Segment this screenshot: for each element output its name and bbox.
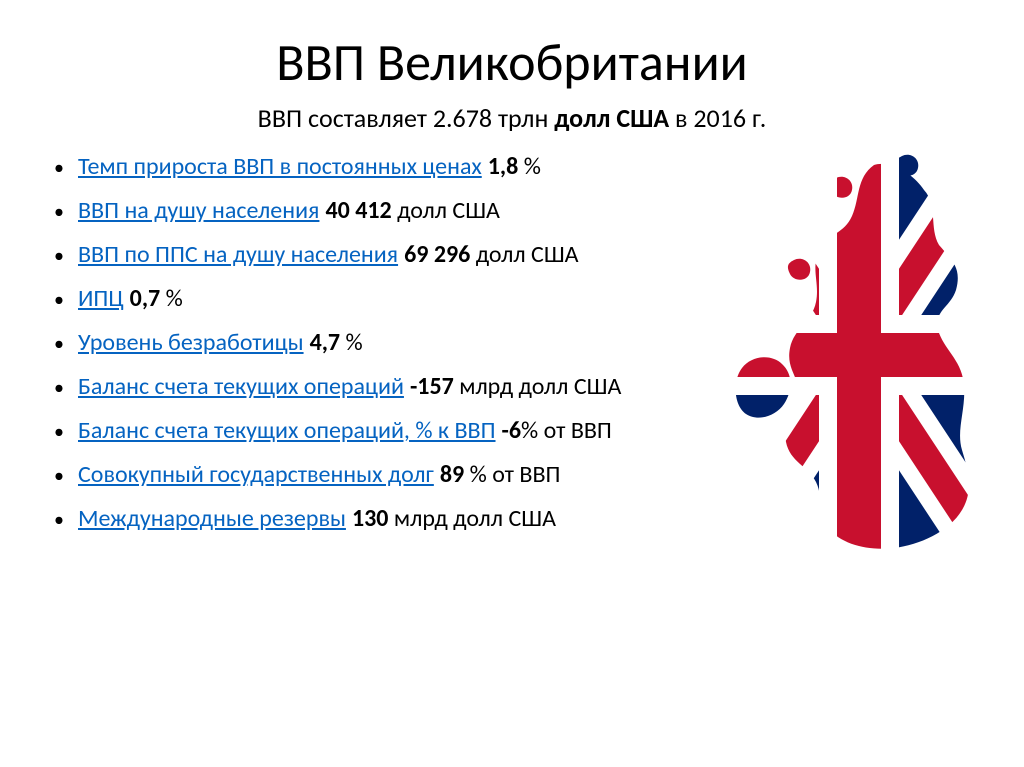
stat-value-rest: долл США [470, 240, 578, 269]
bullet-icon: • [50, 420, 78, 445]
stat-value-bold: 130 [352, 504, 394, 533]
subtitle-part1: ВВП составляет 2.678 трлн [258, 102, 555, 134]
stat-link[interactable]: Темп прироста ВВП в постоянных ценах [78, 152, 488, 182]
stat-value: 130 млрд долл США [352, 504, 556, 534]
stat-value: -157 млрд долл США [410, 372, 621, 402]
stat-value: 1,8 % [488, 152, 541, 182]
stat-value-bold: 0,7 [130, 284, 161, 313]
stat-value-bold: 40 412 [325, 196, 391, 225]
stat-value-rest: млрд долл США [454, 372, 622, 401]
subtitle-bold: долл США [554, 102, 669, 134]
bullet-icon: • [50, 288, 78, 313]
stat-value: -6% от ВВП [502, 416, 612, 446]
stat-value: 0,7 % [130, 284, 183, 314]
stat-value-bold: -157 [410, 372, 454, 401]
bullet-icon: • [50, 508, 78, 533]
stat-link[interactable]: Баланс счета текущих операций [78, 372, 410, 402]
page-title: ВВП Великобритании [50, 30, 974, 94]
stat-link[interactable]: ИПЦ [78, 284, 130, 314]
stat-link[interactable]: Уровень безработицы [78, 328, 310, 358]
subtitle-part2: в 2016 г. [669, 102, 766, 134]
stat-value-bold: 4,7 [310, 328, 341, 357]
stat-link[interactable]: ВВП по ППС на душу населения [78, 240, 404, 270]
stat-value-bold: -6 [502, 416, 522, 445]
stat-value-rest: % [160, 284, 183, 313]
stat-value-bold: 1,8 [488, 152, 519, 181]
stat-value-bold: 69 296 [404, 240, 470, 269]
stat-value-bold: 89 [440, 460, 470, 489]
bullet-icon: • [50, 200, 78, 225]
stat-value-rest: % [518, 152, 541, 181]
stat-value: 4,7 % [310, 328, 363, 358]
stat-value-rest: % от ВВП [470, 460, 561, 489]
uk-flag-map [724, 150, 994, 560]
bullet-icon: • [50, 244, 78, 269]
stat-value: 89 % от ВВП [440, 460, 561, 490]
stat-value-rest: млрд долл США [394, 504, 556, 533]
subtitle: ВВП составляет 2.678 трлн долл США в 201… [50, 102, 974, 134]
stat-link[interactable]: Международные резервы [78, 504, 352, 534]
bullet-icon: • [50, 156, 78, 181]
stat-value: 40 412 долл США [325, 196, 499, 226]
stat-value: 69 296 долл США [404, 240, 578, 270]
stat-link[interactable]: ВВП на душу населения [78, 196, 325, 226]
bullet-icon: • [50, 332, 78, 357]
stat-value-rest: долл США [392, 196, 500, 225]
stat-value-rest: % [340, 328, 363, 357]
bullet-icon: • [50, 376, 78, 401]
stat-link[interactable]: Баланс счета текущих операций, % к ВВП [78, 416, 502, 446]
stat-value-rest: % от ВВП [521, 416, 612, 445]
bullet-icon: • [50, 464, 78, 489]
stat-link[interactable]: Совокупный государственных долг [78, 460, 440, 490]
slide: ВВП Великобритании ВВП составляет 2.678 … [0, 0, 1024, 767]
